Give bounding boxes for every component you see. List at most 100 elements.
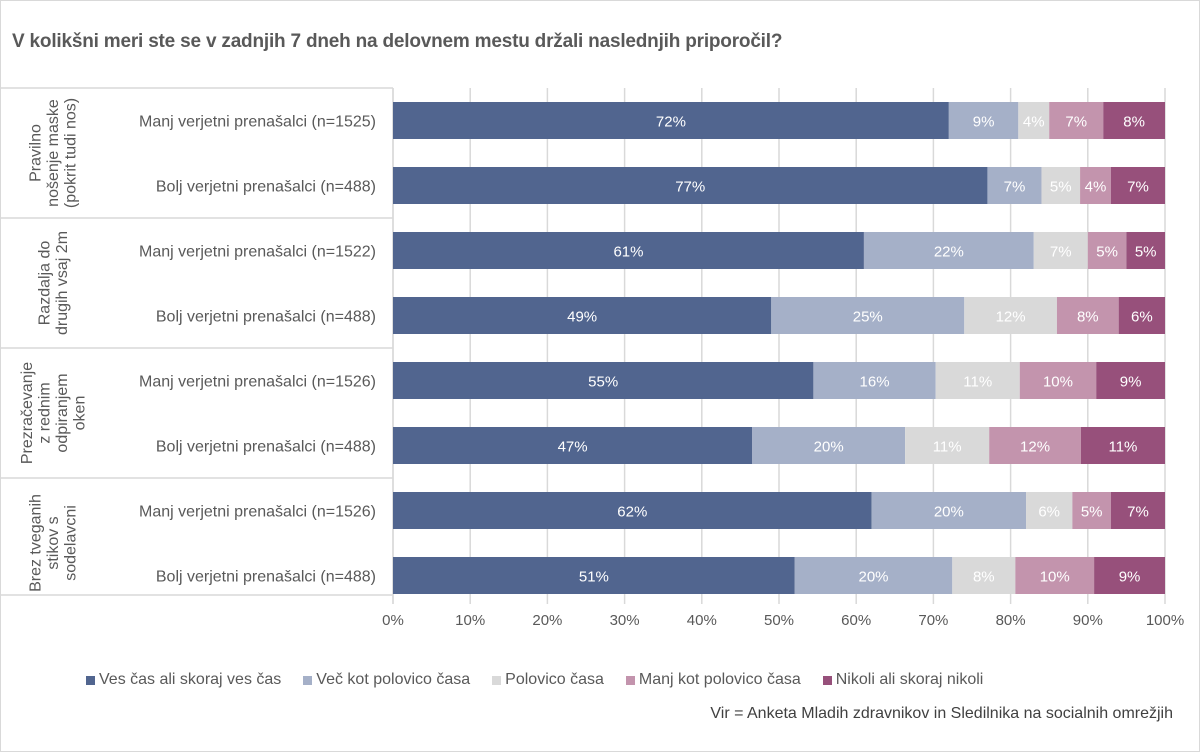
- category-label: Bolj verjetni prenašalci (n=488): [156, 569, 376, 586]
- x-tick-label: 10%: [455, 612, 485, 629]
- bar-segment: [871, 492, 1027, 529]
- group-label-line: sodelavcni: [63, 505, 80, 581]
- category-label: Bolj verjetni prenašalci (n=488): [156, 179, 376, 196]
- group-label-line: nošenje maske: [45, 99, 62, 207]
- data-label: 7%: [1127, 504, 1149, 521]
- x-tick-label: 100%: [1146, 612, 1184, 629]
- data-label: 61%: [613, 244, 643, 261]
- data-label: 8%: [1077, 309, 1099, 326]
- category-label: Manj verjetni prenašalci (n=1526): [139, 504, 376, 521]
- bar-segment: [1094, 557, 1165, 594]
- x-tick-label: 40%: [687, 612, 717, 629]
- group-label: Prezračevanjez rednimodpiranjemoken: [19, 362, 89, 464]
- category-label: Manj verjetni prenašalci (n=1525): [139, 114, 376, 131]
- bar-segment: [752, 427, 906, 464]
- bar-segment: [1015, 557, 1095, 594]
- group-label-line: oken: [71, 396, 88, 431]
- source-note: Vir = Anketa Mladih zdravnikov in Sledil…: [710, 705, 1173, 722]
- data-label: 5%: [1050, 179, 1072, 196]
- data-label: 11%: [1108, 439, 1137, 456]
- bar-segment: [393, 362, 814, 399]
- bar-segment: [948, 102, 1019, 139]
- bar-segment: [393, 102, 949, 139]
- x-tick-label: 70%: [918, 612, 948, 629]
- bar-segment: [964, 297, 1057, 334]
- data-label: 7%: [1050, 244, 1072, 261]
- bar-segment: [1080, 427, 1165, 464]
- data-label: 9%: [1120, 374, 1142, 391]
- bar-segment: [393, 492, 872, 529]
- bar-segment: [1087, 232, 1127, 269]
- bar-segment: [1072, 492, 1111, 529]
- bar-segment: [393, 427, 753, 464]
- data-label: 11%: [963, 374, 992, 391]
- group-label-line: (pokrit tudi nos): [63, 98, 80, 208]
- data-label: 7%: [1004, 179, 1026, 196]
- data-label: 72%: [656, 114, 686, 131]
- data-label: 47%: [558, 439, 588, 456]
- data-label: 77%: [675, 179, 705, 196]
- legend-item: Ves čas ali skoraj ves čas: [86, 668, 281, 692]
- group-label: Pravilnonošenje maske(pokrit tudi nos): [28, 98, 80, 208]
- data-label: 5%: [1135, 244, 1157, 261]
- legend-label: Ves čas ali skoraj ves čas: [99, 671, 282, 688]
- legend-swatch: [492, 675, 502, 685]
- data-label: 20%: [934, 504, 964, 521]
- data-label: 49%: [567, 309, 597, 326]
- bar-segment: [813, 362, 936, 399]
- legend-label: Nikoli ali skoraj nikoli: [835, 671, 984, 688]
- bar-segment: [393, 557, 795, 594]
- category-label: Bolj verjetni prenašalci (n=488): [156, 439, 376, 456]
- legend-swatch: [625, 675, 635, 685]
- legend-label: Manj kot polovico časa: [638, 671, 801, 688]
- bar-segment: [1056, 297, 1119, 334]
- data-label: 7%: [1065, 114, 1087, 131]
- data-label: 7%: [1127, 179, 1149, 196]
- legend-item: Polovico časa: [492, 668, 604, 692]
- data-label: 11%: [933, 439, 962, 456]
- bar-segment: [905, 427, 990, 464]
- data-label: 16%: [860, 374, 890, 391]
- group-label-line: stikov s: [45, 516, 62, 569]
- x-tick-label: 20%: [532, 612, 562, 629]
- group-label-line: Pravilno: [28, 124, 45, 182]
- x-tick-label: 0%: [382, 612, 404, 629]
- data-label: 20%: [859, 569, 889, 586]
- legend: Ves čas ali skoraj ves čas Več kot polovi…: [0, 668, 1200, 692]
- bar-segment: [863, 232, 1034, 269]
- group-label-line: z rednim: [36, 382, 53, 443]
- legend-swatch: [86, 675, 95, 685]
- bar-segment: [1033, 232, 1088, 269]
- legend-item: Nikoli ali skoraj nikoli: [822, 668, 984, 692]
- legend-item: Več kot polovico časa: [303, 668, 470, 692]
- bar-segment: [1080, 167, 1111, 204]
- bar-segment: [1019, 362, 1097, 399]
- data-label: 9%: [1119, 569, 1141, 586]
- bar-segment: [1118, 297, 1165, 334]
- legend-label: Več kot polovico časa: [316, 671, 471, 688]
- bar-segment: [1110, 492, 1165, 529]
- bar-segment: [393, 167, 988, 204]
- category-label: Manj verjetni prenašalci (n=1526): [139, 374, 376, 391]
- chart-title: V kolikšni meri ste se v zadnjih 7 dneh …: [12, 31, 783, 52]
- bar-segment: [952, 557, 1016, 594]
- group-label-line: drugih vsaj 2m: [54, 231, 71, 335]
- bar-segment: [393, 297, 772, 334]
- x-tick-label: 30%: [610, 612, 640, 629]
- data-label: 6%: [1038, 504, 1060, 521]
- bar-segment: [987, 167, 1042, 204]
- group-label: Razdalja dodrugih vsaj 2m: [36, 231, 71, 335]
- data-label: 4%: [1023, 114, 1045, 131]
- bar-segment: [1110, 167, 1165, 204]
- bar-segment: [989, 427, 1081, 464]
- data-label: 6%: [1131, 309, 1153, 326]
- legend-swatch: [303, 675, 313, 685]
- data-label: 10%: [1043, 374, 1073, 391]
- group-label-line: Brez tveganih: [28, 494, 45, 592]
- data-label: 10%: [1040, 569, 1070, 586]
- legend-item: Manj kot polovico časa: [625, 668, 801, 692]
- data-label: 12%: [1020, 439, 1050, 456]
- data-label: 62%: [617, 504, 647, 521]
- data-label: 12%: [996, 309, 1026, 326]
- legend-swatch: [822, 675, 832, 685]
